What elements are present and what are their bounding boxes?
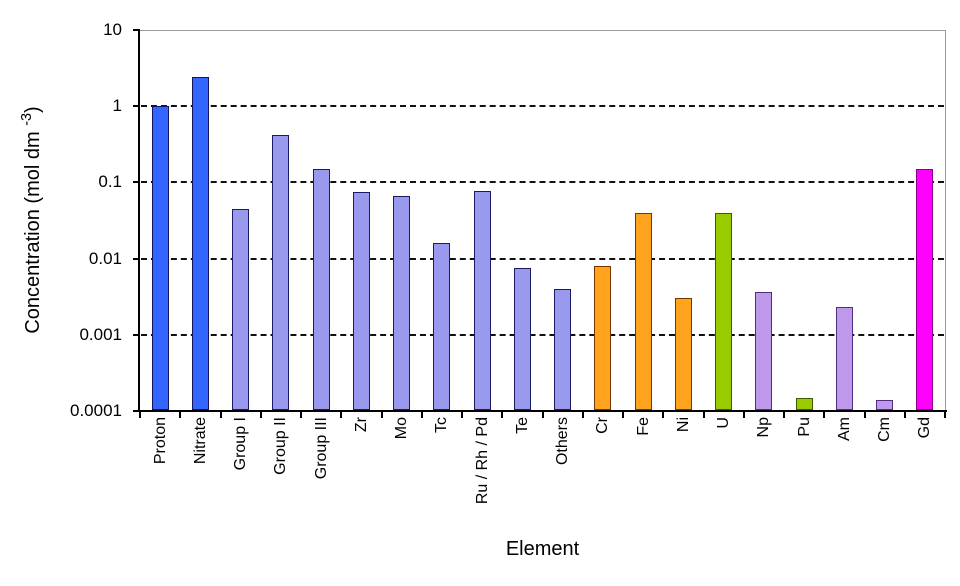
bar-cr <box>594 265 612 410</box>
x-axis-tick <box>259 412 262 418</box>
y-tick-0.001 <box>133 333 140 336</box>
x-tick-label-text: Pu <box>795 417 813 437</box>
x-axis-tick <box>863 412 866 418</box>
gridline-0.01 <box>141 257 944 260</box>
x-axis-tick <box>461 412 463 418</box>
x-axis-tick <box>300 412 302 418</box>
x-axis-title: Element <box>505 538 580 560</box>
bar-gd <box>916 168 934 410</box>
bar-ru-rh-pd <box>473 191 491 410</box>
x-tick-label-text: Cr <box>594 417 612 434</box>
x-tick-label-text: Nitrate <box>191 417 209 465</box>
y-tick-10 <box>133 29 140 31</box>
x-axis-tick <box>702 412 705 418</box>
x-tick-label-text: Am <box>835 417 853 441</box>
y-tick-label-1: 1 <box>112 96 122 116</box>
bar-te <box>513 268 531 410</box>
bar-nitrate <box>191 77 209 410</box>
bar-mo <box>393 196 411 410</box>
x-tick-label-text: Cm <box>876 417 894 442</box>
gridline-0.1 <box>141 181 944 184</box>
plot-frame <box>140 30 946 412</box>
x-tick-label-text: Ru / Rh / Pd <box>473 417 491 505</box>
x-tick-label-text: Mo <box>393 417 411 440</box>
bar-tc <box>433 243 451 410</box>
bar-group-iii <box>312 168 330 410</box>
x-axis-tick <box>420 412 423 418</box>
x-tick-label-text: Gd <box>916 417 934 439</box>
x-tick-label-text: Group II <box>272 417 290 475</box>
y-tick-label-0.001: 0.001 <box>79 324 122 344</box>
x-tick-label-text: Te <box>513 417 531 434</box>
x-axis-tick <box>340 412 343 418</box>
bar-pu <box>795 397 813 410</box>
x-tick-label-text: Fe <box>634 417 652 436</box>
y-tick-0.0001 <box>133 410 140 412</box>
x-axis-tick <box>823 412 826 418</box>
x-axis-tick <box>903 412 906 418</box>
y-axis-line <box>138 30 140 412</box>
x-axis-tick <box>139 412 141 418</box>
y-tick-label-0.1: 0.1 <box>98 172 122 192</box>
x-axis-tick <box>501 412 504 418</box>
gridline-0.001 <box>141 333 944 336</box>
x-axis-tick <box>581 412 584 418</box>
y-tick-label-10: 10 <box>103 20 122 39</box>
bar-group-ii <box>272 134 290 410</box>
bar-ni <box>674 298 692 410</box>
x-tick-label-text: Group I <box>232 417 250 471</box>
x-axis-tick <box>944 412 946 418</box>
x-tick-label-text: Zr <box>352 417 370 433</box>
bar-fe <box>634 212 652 410</box>
y-axis-title: Concentration (mol dm -3) <box>16 106 44 333</box>
x-tick-label-text: Group III <box>312 417 330 480</box>
y-tick-label-0.0001: 0.0001 <box>70 401 122 420</box>
y-tick-0.01 <box>133 257 140 260</box>
x-axis-tick <box>662 412 665 418</box>
gridline-1 <box>141 105 944 108</box>
x-axis-tick <box>219 412 222 418</box>
y-axis-title-superscript: -3 <box>19 113 36 126</box>
x-tick-label-text: Proton <box>151 417 169 465</box>
x-axis-tick <box>783 412 785 418</box>
y-tick-0.1 <box>133 181 140 184</box>
x-tick-label-text: Np <box>755 417 773 438</box>
x-axis-tick <box>380 412 383 418</box>
x-axis-tick <box>541 412 544 418</box>
bar-cm <box>876 399 894 410</box>
bar-others <box>554 288 572 410</box>
bar-am <box>835 307 853 410</box>
x-axis-tick <box>742 412 745 418</box>
x-axis-tick <box>622 412 624 418</box>
bar-u <box>715 212 733 410</box>
y-axis-title-text: Concentration (mol dm <box>21 125 44 334</box>
x-axis-tick <box>179 412 182 418</box>
bar-np <box>755 292 773 410</box>
x-tick-label-text: Others <box>554 417 572 466</box>
bar-proton <box>151 106 169 410</box>
x-tick-label-text: Tc <box>433 417 451 433</box>
x-axis-line <box>138 410 947 412</box>
bar-zr <box>352 191 370 410</box>
y-tick-label-0.01: 0.01 <box>88 248 122 268</box>
y-tick-1 <box>133 105 140 108</box>
bar-group-i <box>232 208 250 410</box>
x-tick-label-text: U <box>715 417 733 429</box>
x-tick-label-text: Ni <box>674 417 692 433</box>
